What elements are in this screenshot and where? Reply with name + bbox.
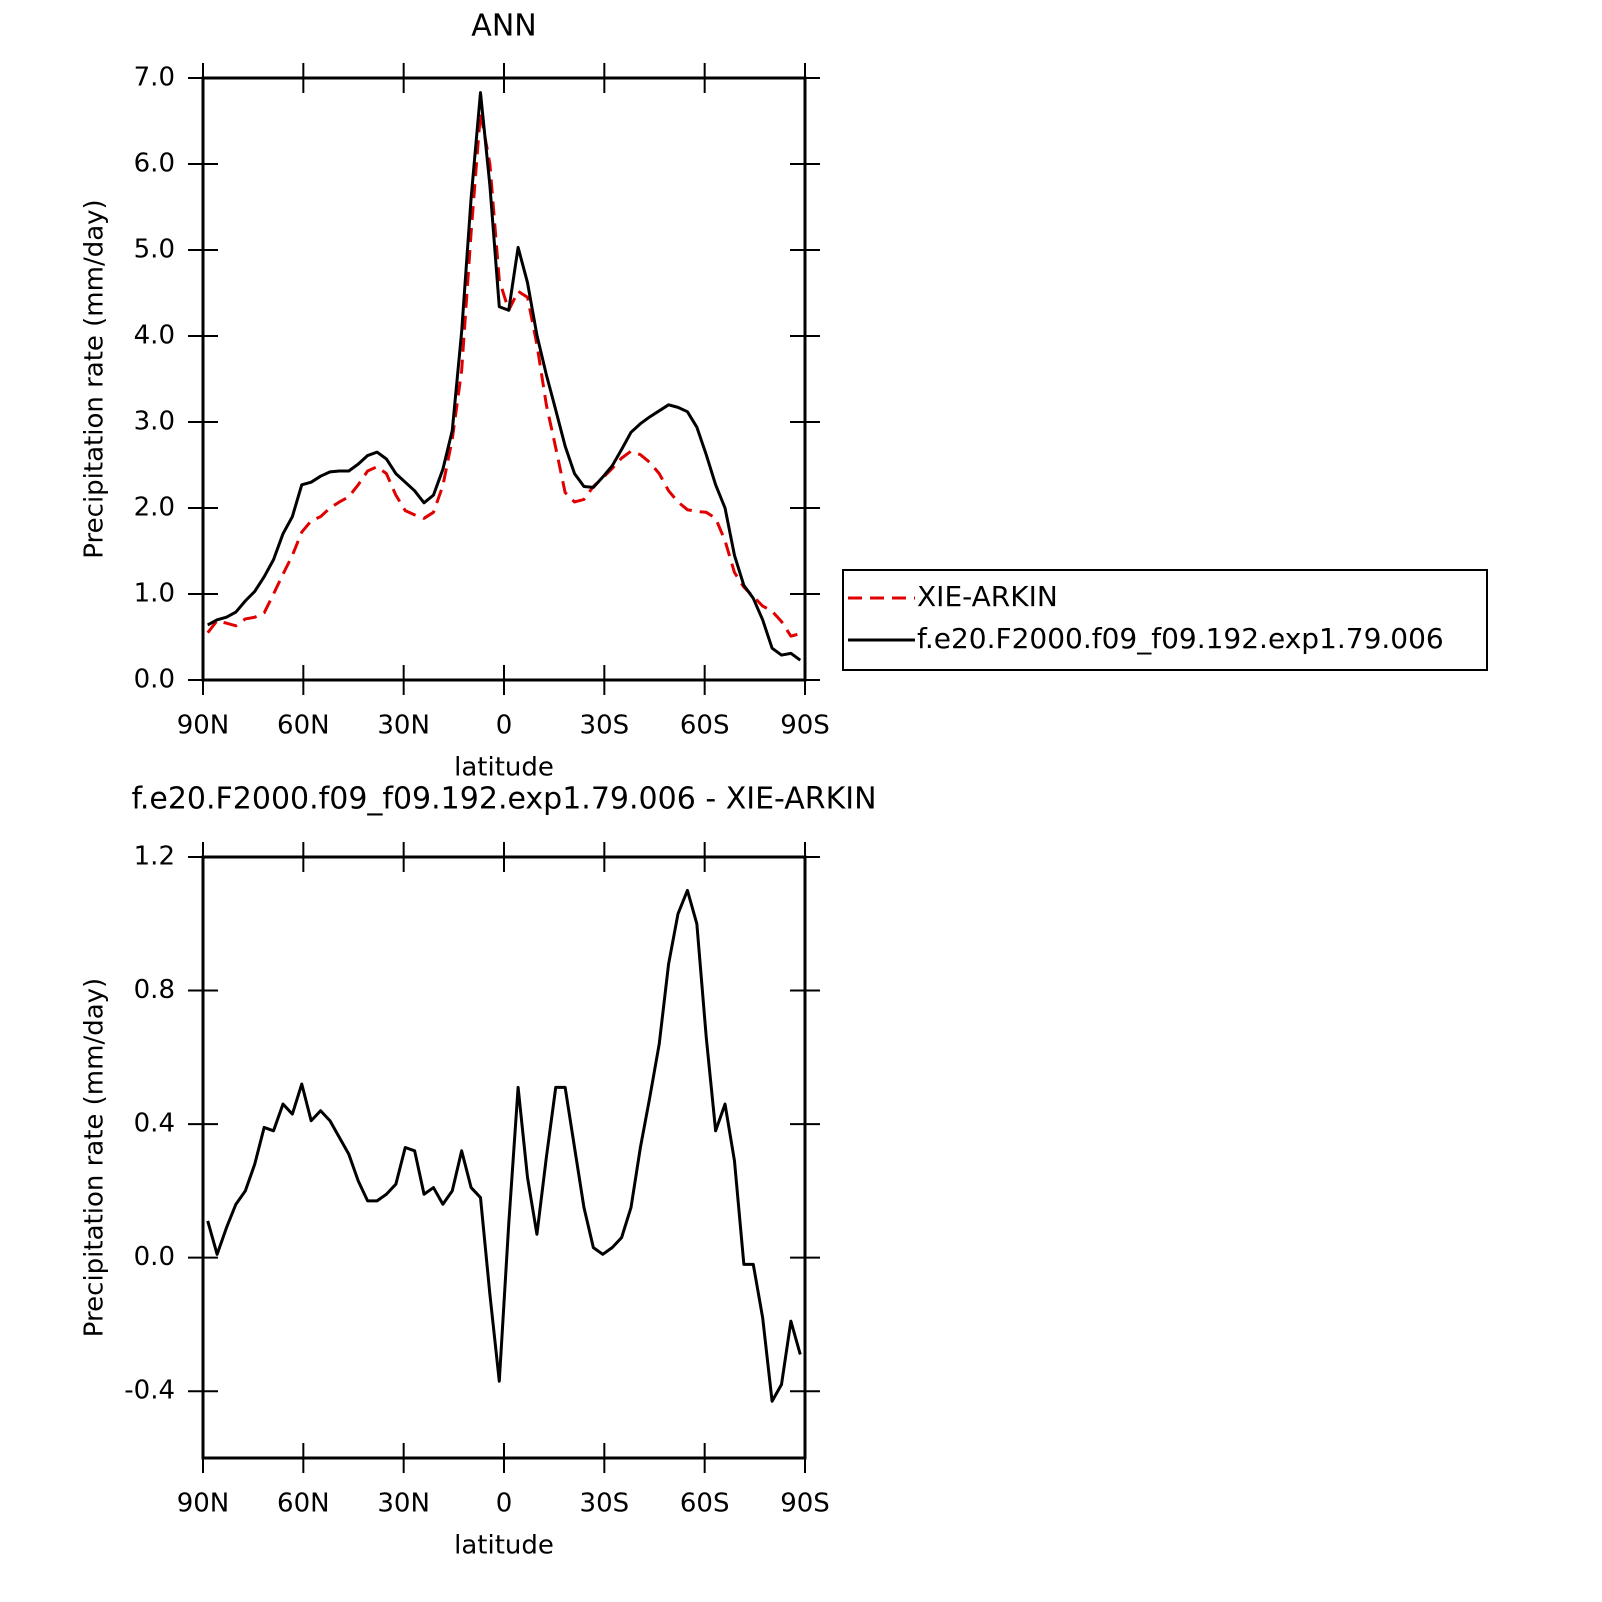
y-tick-label: 1.0 — [134, 579, 175, 609]
x-tick-label: 60S — [680, 1489, 730, 1519]
y-tick-label: 3.0 — [134, 407, 175, 437]
y-axis-label: Precipitation rate (mm/day) — [80, 199, 110, 558]
x-tick-label: 90S — [780, 711, 830, 741]
y-tick-label: 2.0 — [134, 493, 175, 523]
legend-box — [842, 569, 1488, 671]
x-tick-label: 60N — [277, 711, 330, 741]
x-tick-label: 60N — [277, 1489, 330, 1519]
x-tick-label: 90N — [177, 711, 230, 741]
data-line — [206, 110, 801, 638]
y-axis-label: Precipitation rate (mm/day) — [80, 978, 110, 1337]
x-tick-label: 0 — [496, 1489, 513, 1519]
legend-label: XIE-ARKIN — [917, 580, 1058, 613]
y-tick-label: 7.0 — [134, 63, 175, 93]
chart-title: f.e20.F2000.f09_f09.192.exp1.79.006 - XI… — [131, 782, 876, 817]
x-tick-label: 30S — [580, 711, 630, 741]
x-tick-label: 30S — [580, 1489, 630, 1519]
x-tick-label: 30N — [377, 1489, 430, 1519]
plot-frame — [201, 855, 807, 1460]
legend-label: f.e20.F2000.f09_f09.192.exp1.79.006 — [917, 622, 1444, 655]
x-tick-label: 0 — [496, 711, 513, 741]
x-tick-label: 90N — [177, 1489, 230, 1519]
x-tick-label: 90S — [780, 1489, 830, 1519]
y-tick-label: 1.2 — [134, 842, 175, 872]
y-tick-label: -0.4 — [124, 1376, 175, 1406]
x-axis-label: latitude — [454, 1531, 554, 1561]
data-line — [206, 91, 802, 662]
y-tick-label: 0.4 — [134, 1109, 175, 1139]
x-axis-label: latitude — [454, 753, 554, 783]
chart-title: ANN — [471, 9, 536, 44]
y-tick-label: 0.0 — [134, 665, 175, 695]
y-tick-label: 4.0 — [134, 321, 175, 351]
plot-frame — [201, 76, 807, 682]
y-tick-label: 0.8 — [134, 975, 175, 1005]
y-tick-label: 5.0 — [134, 235, 175, 265]
data-line — [206, 888, 802, 1403]
y-tick-label: 0.0 — [134, 1242, 175, 1272]
x-tick-label: 30N — [377, 711, 430, 741]
y-tick-label: 6.0 — [134, 149, 175, 179]
x-tick-label: 60S — [680, 711, 730, 741]
